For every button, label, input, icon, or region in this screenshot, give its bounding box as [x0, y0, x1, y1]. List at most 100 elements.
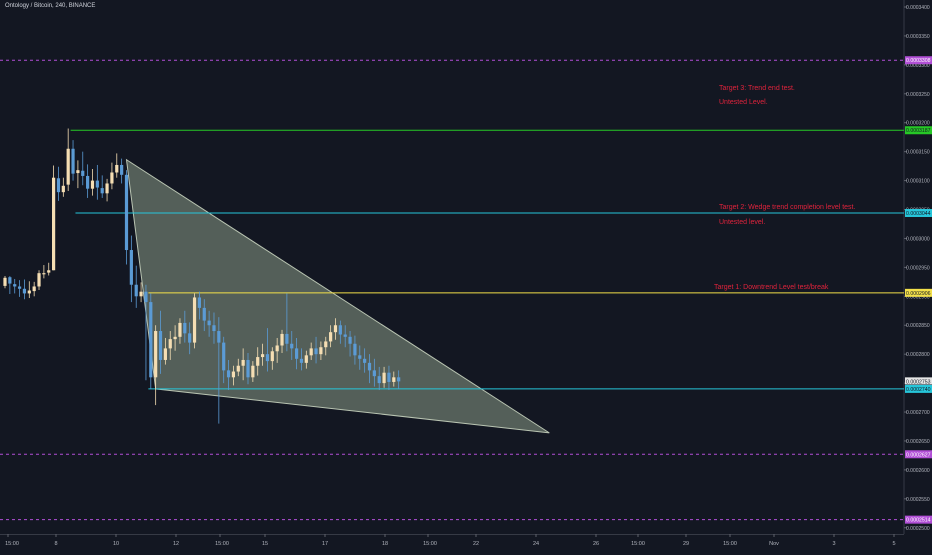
y-tick-label-0: 0.0003400 [906, 5, 930, 11]
candle-body-2 [13, 284, 17, 287]
candle-body-68 [333, 325, 338, 333]
candle-body-72 [353, 343, 357, 356]
y-tick-label-11: 0.0002850 [906, 323, 930, 329]
candle-body-61 [299, 358, 304, 363]
falling-wedge-drawing [125, 158, 550, 434]
y-tick-label-6: 0.0003100 [906, 179, 930, 185]
candle-body-70 [343, 334, 347, 337]
candle-body-76 [372, 370, 376, 377]
candle-body-0 [3, 277, 7, 286]
candle-body-65 [319, 347, 323, 355]
price-label-bg-7 [905, 450, 932, 459]
price-label-7: 0.0002627 [906, 452, 931, 458]
candle-body-66 [324, 341, 328, 348]
candle-body-81 [397, 377, 401, 382]
y-tick-label-12: 0.0002800 [906, 352, 930, 358]
x-tick-label-11: 26 [593, 541, 599, 547]
annotation-text-1: Untested Level. [719, 99, 768, 106]
annotation-text-2: Target 2: Wedge trend completion level t… [719, 204, 856, 211]
candle-body-22 [110, 172, 114, 184]
candle-body-53 [260, 354, 265, 358]
candle-body-54 [265, 354, 270, 362]
candle-body-26 [129, 250, 133, 285]
y-tick-label-9: 0.0002950 [906, 265, 930, 271]
candle-body-37 [183, 322, 187, 334]
candle-body-3 [17, 286, 22, 289]
candle-body-67 [329, 332, 333, 342]
candle-body-24 [120, 164, 124, 175]
candle-body-16 [81, 170, 85, 176]
candle-body-74 [363, 358, 367, 363]
candle-body-27 [134, 284, 138, 297]
candle-body-41 [202, 307, 206, 321]
x-tick-label-14: 15:00 [723, 541, 737, 547]
candle-body-9 [47, 270, 51, 273]
x-tick-label-5: 15 [262, 541, 268, 547]
candle-body-51 [251, 365, 255, 378]
x-tick-label-13: 29 [683, 541, 689, 547]
candle-body-49 [241, 359, 245, 366]
candle-body-73 [358, 355, 362, 359]
candle-body-17 [86, 175, 90, 189]
candle-body-47 [231, 371, 236, 378]
candle-body-36 [178, 322, 182, 337]
candle-body-30 [149, 302, 153, 378]
y-tick-label-14: 0.0002700 [906, 410, 930, 416]
candle-body-10 [52, 177, 56, 271]
annotation-text-4: Target 1: Downtrend Level test/break [714, 284, 829, 291]
x-tick-label-12: 15:00 [631, 541, 645, 547]
candle-body-4 [22, 288, 27, 294]
candle-body-28 [139, 291, 143, 297]
candle-body-78 [382, 372, 386, 384]
candle-body-11 [56, 178, 61, 193]
x-tick-label-7: 18 [382, 541, 388, 547]
candle-body-6 [32, 286, 36, 292]
candle-body-13 [66, 148, 70, 185]
candle-body-31 [154, 331, 158, 378]
candle-body-62 [304, 355, 308, 363]
x-tick-label-3: 12 [173, 541, 179, 547]
annotation-text-3: Untested level. [719, 219, 765, 226]
candle-body-29 [144, 291, 148, 303]
candle-body-33 [163, 348, 167, 360]
price-label-bg-6 [905, 384, 932, 393]
candle-body-38 [188, 333, 192, 343]
candle-body-80 [392, 377, 396, 382]
candle-body-75 [367, 362, 372, 371]
candle-body-20 [100, 188, 104, 194]
price-label-bg-0 [905, 56, 932, 65]
price-label-bg-4 [905, 377, 932, 386]
x-tick-label-8: 15:00 [423, 541, 437, 547]
y-tick-label-1: 0.0003350 [906, 34, 930, 40]
candle-body-55 [270, 351, 274, 362]
x-tick-label-2: 10 [113, 541, 119, 547]
x-tick-label-10: 24 [533, 541, 539, 547]
candle-body-14 [71, 148, 75, 174]
price-label-4: 0.0002753 [906, 379, 931, 385]
candle-body-56 [275, 345, 279, 352]
price-label-8: 0.0002514 [906, 518, 931, 524]
y-tick-label-16: 0.0002600 [906, 468, 930, 474]
candle-body-23 [115, 164, 119, 173]
candle-body-42 [207, 320, 211, 326]
candle-body-7 [37, 273, 41, 287]
candle-body-40 [197, 297, 201, 308]
candle-body-63 [309, 348, 313, 356]
candle-body-1 [8, 277, 12, 284]
x-tick-label-6: 17 [322, 541, 328, 547]
x-tick-label-15: Nov [769, 541, 779, 547]
price-label-1: 0.0003187 [906, 128, 931, 134]
price-label-2: 0.0003044 [906, 211, 931, 217]
y-tick-label-15: 0.0002650 [906, 439, 930, 445]
x-tick-label-0: 15:00 [5, 541, 19, 547]
candle-body-44 [217, 331, 221, 343]
candle-body-8 [42, 273, 46, 275]
candle-body-5 [27, 290, 31, 294]
candle-body-57 [280, 333, 284, 346]
y-tick-label-2: 0.0003300 [906, 63, 930, 69]
candle-body-58 [285, 333, 289, 344]
candle-body-39 [192, 297, 197, 343]
